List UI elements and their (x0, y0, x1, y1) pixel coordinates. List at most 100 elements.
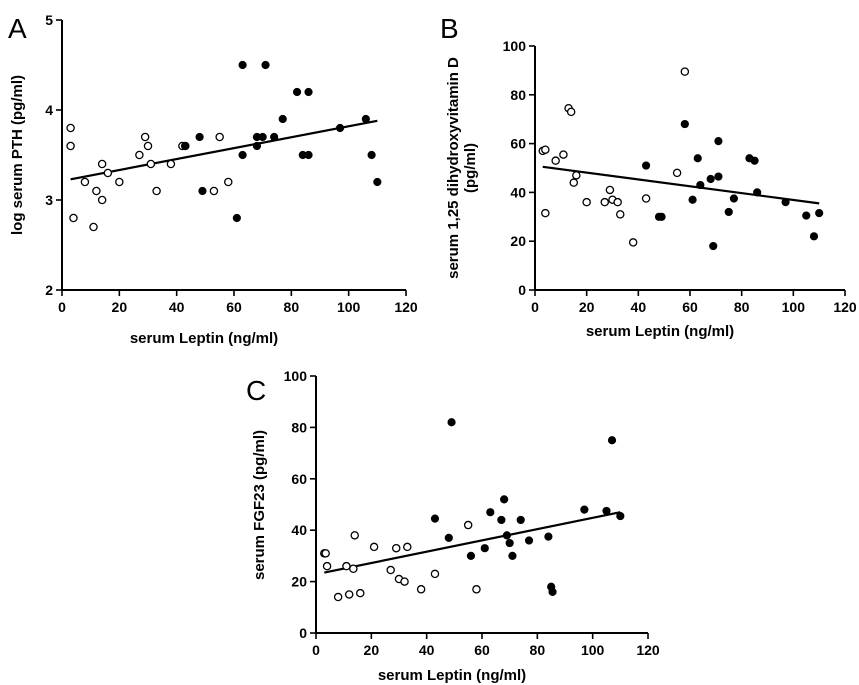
open-data-point (333, 592, 343, 602)
filled-data-point (430, 514, 440, 523)
filled-data-point (304, 150, 313, 160)
x-tick-label: 0 (312, 642, 320, 658)
x-tick-label: 100 (337, 299, 361, 315)
filled-data-point (696, 180, 705, 190)
open-data-point (143, 141, 153, 151)
open-data-point (152, 186, 161, 196)
open-data-point (356, 588, 365, 598)
open-data-point (344, 590, 354, 599)
filled-data-point (447, 418, 456, 427)
y-tick-label: 80 (510, 87, 526, 103)
y-tick-label: 4 (45, 102, 53, 118)
regression-line (324, 511, 621, 574)
open-data-point (349, 564, 358, 574)
filled-data-point (607, 436, 617, 445)
filled-data-point (709, 241, 718, 251)
open-data-point (400, 577, 409, 586)
filled-data-point (304, 87, 313, 97)
regression-line (542, 165, 820, 205)
x-tick-label: 40 (419, 642, 435, 658)
open-data-point (386, 565, 395, 575)
y-tick-label: 5 (45, 12, 53, 28)
y-tick-label: 2 (45, 282, 53, 298)
filled-data-point (815, 209, 824, 218)
open-data-point (80, 177, 90, 187)
open-data-point (391, 543, 401, 553)
x-tick-label: 60 (474, 642, 490, 658)
x-tick-label: 0 (58, 299, 66, 315)
panel-a: A 0 20 40 60 80 100 120 2 3 4 5 serum Leptin (ng/ml)… (8, 12, 418, 347)
open-data-point (551, 156, 560, 165)
open-data-point (572, 171, 581, 180)
panel-letter: A (8, 13, 27, 44)
filled-data-point (195, 132, 204, 142)
open-data-point (566, 107, 576, 117)
open-data-point (146, 159, 156, 169)
x-tick-label: 100 (782, 299, 806, 315)
x-tick-label: 20 (112, 299, 128, 315)
y-tick-label: 80 (291, 419, 307, 435)
filled-data-point (809, 232, 819, 241)
filled-data-point (544, 532, 553, 541)
filled-data-point (616, 511, 625, 521)
open-data-point (321, 549, 330, 558)
y-tick-label: 0 (518, 282, 526, 298)
open-data-point (350, 531, 359, 540)
filled-data-point (335, 123, 345, 133)
y-tick-label: 20 (291, 574, 307, 590)
filled-data-point (548, 587, 557, 596)
panel-letter: B (440, 13, 459, 44)
filled-data-point (238, 150, 247, 160)
open-data-point (97, 159, 107, 169)
filled-data-point (444, 533, 453, 543)
y-tick-label: 40 (510, 184, 526, 200)
x-tick-label: 120 (833, 299, 857, 315)
open-data-point (463, 520, 473, 530)
filled-data-point (258, 132, 267, 142)
open-data-point (369, 542, 379, 552)
filled-data-point (270, 132, 279, 142)
filled-data-point (516, 515, 525, 525)
open-data-point (569, 178, 579, 187)
x-tick-label: 80 (284, 299, 300, 315)
y-tick-label: 40 (291, 522, 307, 538)
filled-data-point (292, 87, 302, 97)
filled-data-point (714, 172, 723, 181)
y-tick-label: 3 (45, 192, 53, 208)
open-data-point (342, 561, 351, 571)
filled-data-point (497, 515, 506, 525)
open-data-point (97, 195, 107, 205)
filled-data-point (680, 119, 689, 129)
y-tick-label: 60 (291, 471, 307, 487)
x-tick-label: 60 (226, 299, 242, 315)
y-axis-title: serum FGF23 (pg/ml) (251, 430, 268, 580)
open-data-point (472, 585, 481, 594)
filled-data-point (602, 506, 611, 516)
filled-data-point (466, 551, 476, 561)
open-data-point (66, 141, 75, 151)
open-data-point (680, 67, 690, 76)
filled-data-point (508, 551, 517, 561)
filled-data-point (261, 60, 270, 70)
open-data-point (605, 185, 615, 195)
x-tick-label: 40 (169, 299, 185, 315)
filled-data-point (580, 505, 589, 514)
x-tick-label: 80 (734, 299, 750, 315)
panel-b: B 0 20 40 60 80 100 120 0 20 40 60 80 100 serum Leptin… (440, 13, 857, 340)
y-tick-label: 100 (503, 38, 527, 54)
open-data-point (430, 569, 440, 579)
open-data-point (69, 213, 78, 223)
open-data-point (89, 222, 98, 232)
filled-data-point (729, 194, 739, 203)
filled-data-point (278, 114, 287, 124)
panel-c: C 0 20 40 60 80 100 120 0 20 40 60 80 100 serum Leptin… (246, 368, 660, 684)
open-data-point (559, 150, 568, 159)
x-tick-label: 0 (531, 299, 539, 315)
open-data-point (416, 585, 426, 594)
filled-data-point (505, 538, 514, 548)
y-tick-label: 20 (510, 233, 526, 249)
y-axis-title-line: serum 1,25 dihydroxyvitamin D (445, 57, 462, 279)
filled-data-point (693, 154, 702, 163)
filled-data-point (252, 141, 262, 151)
